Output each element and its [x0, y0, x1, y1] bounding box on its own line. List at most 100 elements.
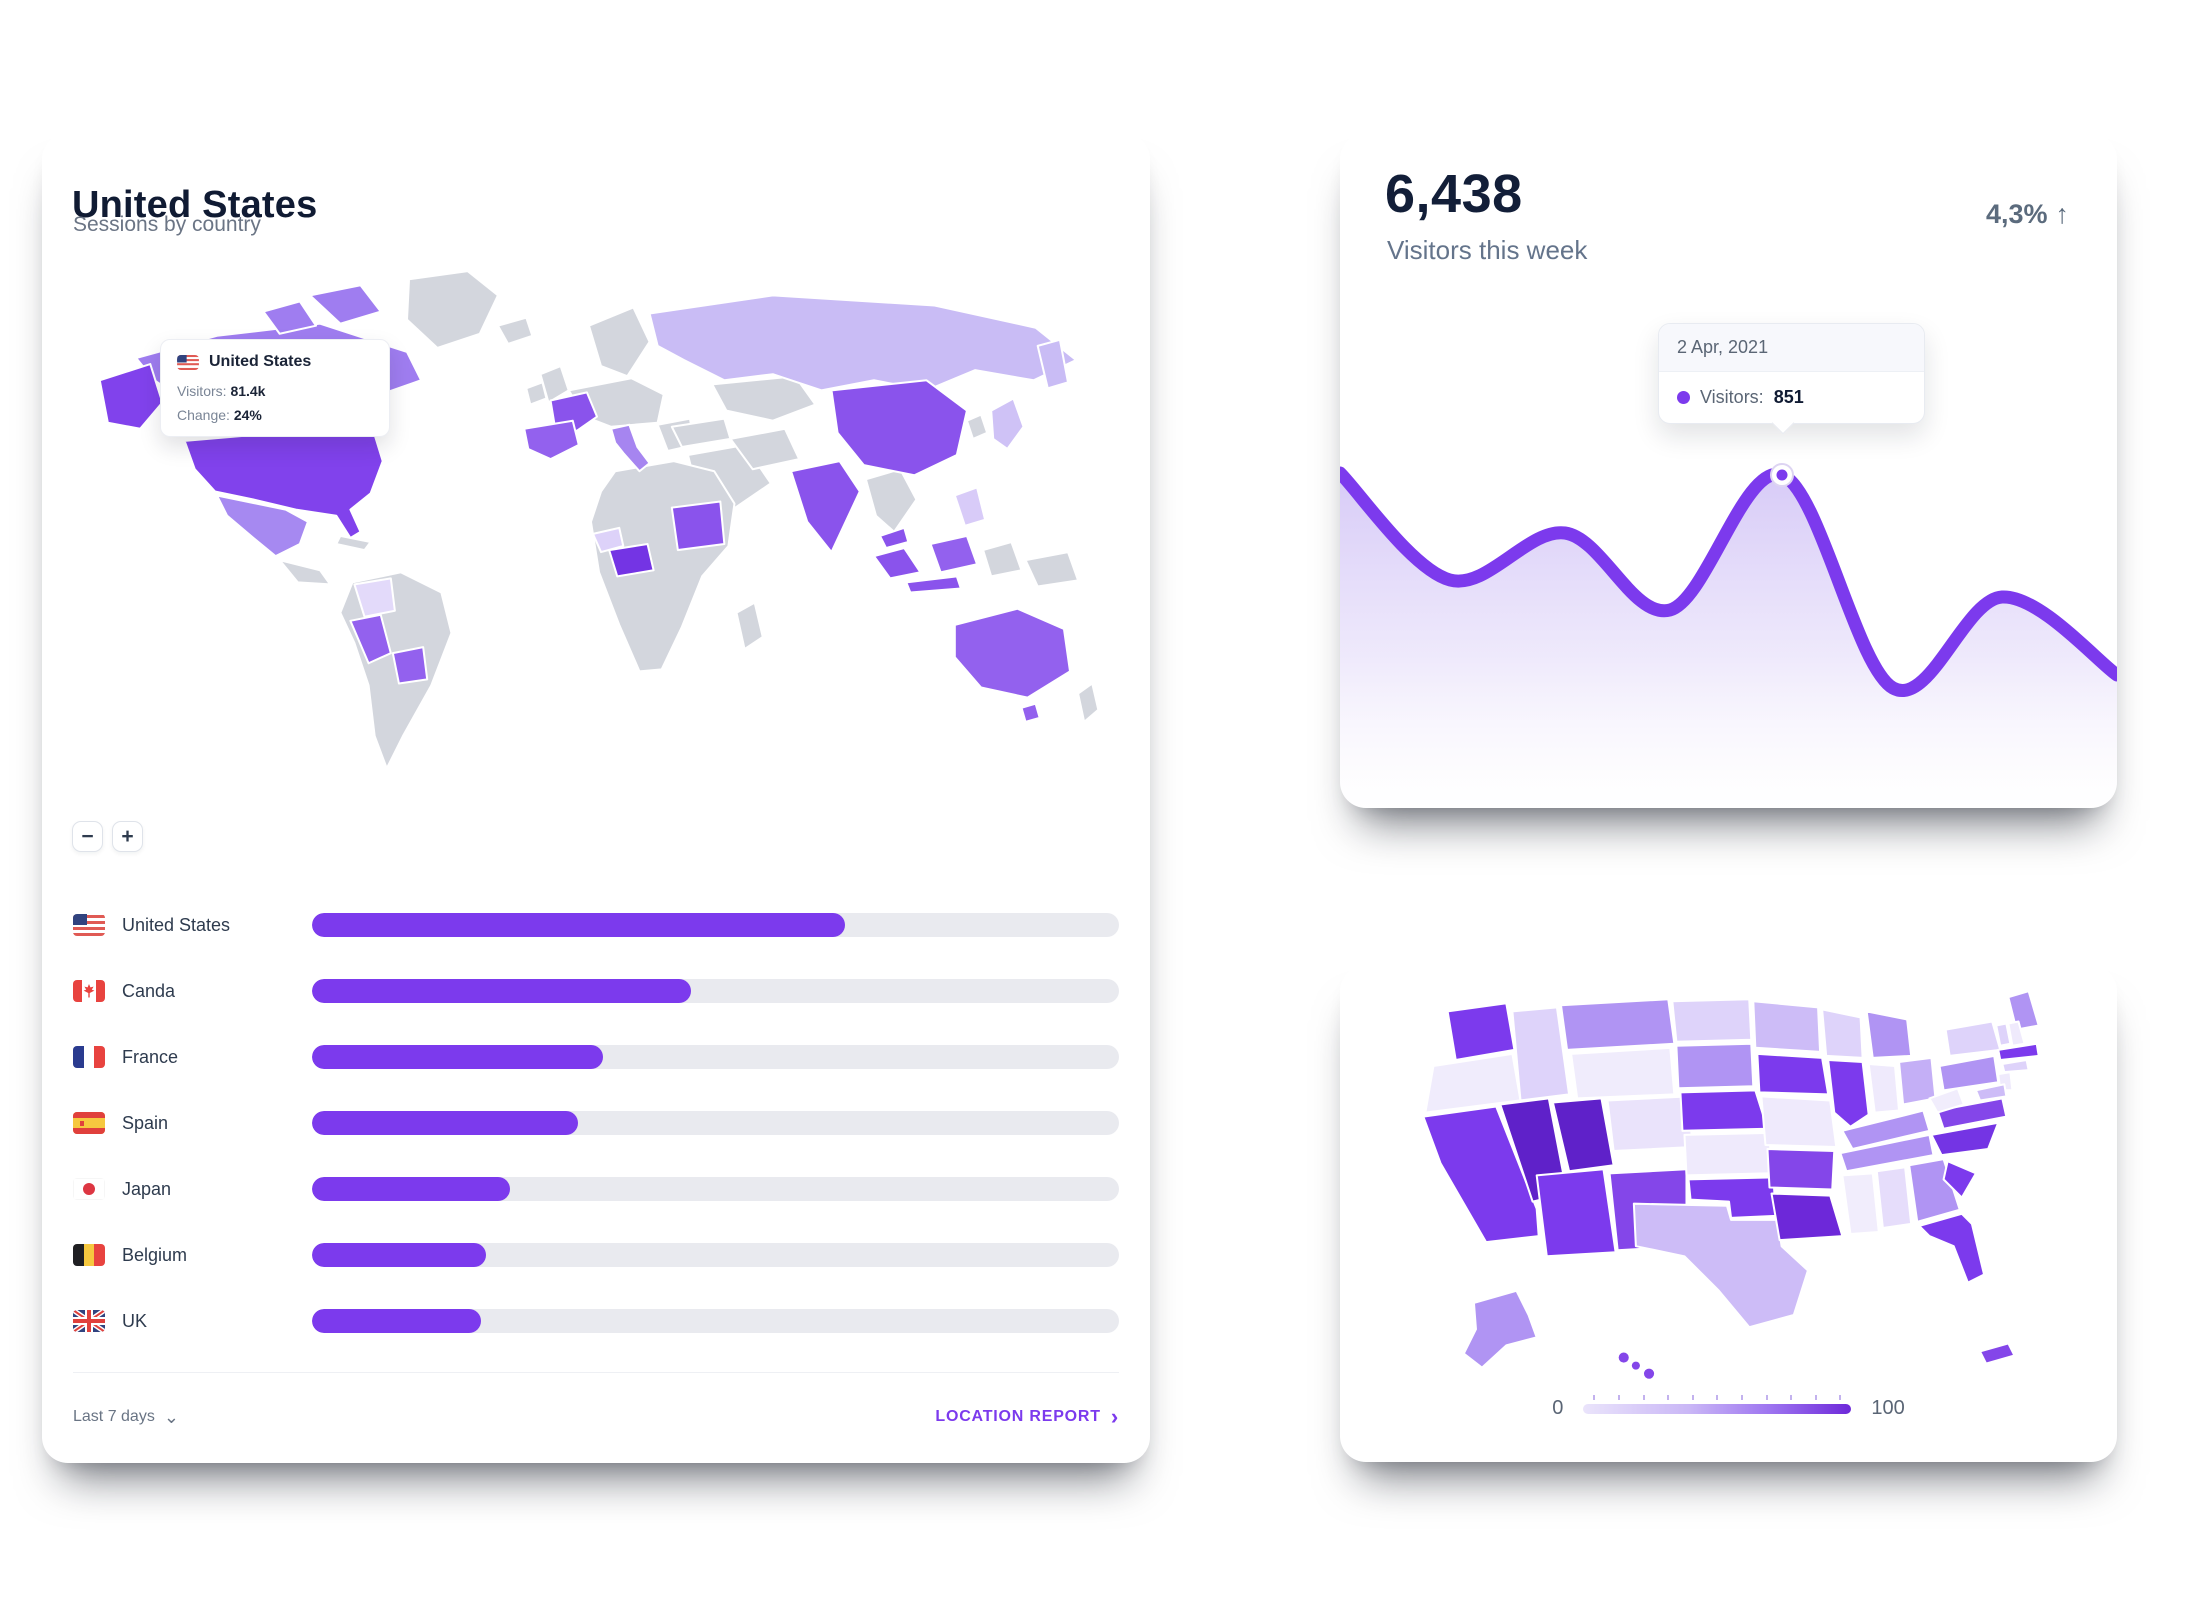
- country-row-france[interactable]: France: [73, 1024, 1119, 1090]
- state-sd[interactable]: [1675, 1042, 1755, 1090]
- state-la[interactable]: [1770, 1192, 1844, 1242]
- state-mt[interactable]: [1559, 998, 1676, 1051]
- state-ks[interactable]: [1683, 1131, 1773, 1177]
- country-italy[interactable]: [610, 423, 651, 473]
- country-row-canada[interactable]: Canda: [73, 958, 1119, 1024]
- state-mi[interactable]: [1865, 1010, 1913, 1059]
- state-mn[interactable]: [1752, 1000, 1822, 1053]
- tooltip-country: United States: [209, 353, 312, 370]
- card-title: United States: [72, 184, 318, 227]
- country-japan[interactable]: [990, 397, 1025, 451]
- state-nc[interactable]: [1930, 1121, 2000, 1157]
- state-ca[interactable]: [1422, 1105, 1540, 1244]
- country-us-alaska[interactable]: [98, 363, 164, 430]
- state-wv[interactable]: [1928, 1087, 1965, 1114]
- state-id[interactable]: [1511, 1006, 1571, 1102]
- country-label: United States: [122, 914, 231, 935]
- state-az[interactable]: [1535, 1168, 1617, 1258]
- state-tn[interactable]: [1839, 1133, 1935, 1173]
- country-peru[interactable]: [349, 613, 392, 665]
- country-colombia[interactable]: [353, 577, 396, 618]
- state-hi[interactable]: [1618, 1352, 1655, 1379]
- us-states-map[interactable]: [1384, 981, 2074, 1396]
- country-sudan[interactable]: [670, 500, 726, 552]
- state-ne[interactable]: [1679, 1089, 1769, 1132]
- state-wa[interactable]: [1446, 1002, 1516, 1061]
- state-co[interactable]: [1606, 1095, 1694, 1153]
- bar-track: [312, 1045, 1119, 1069]
- country-spain[interactable]: [523, 419, 580, 461]
- country-china[interactable]: [830, 379, 968, 477]
- state-wy[interactable]: [1570, 1046, 1676, 1100]
- chart-tooltip: 2 Apr, 2021 Visitors: 851: [1658, 323, 1925, 435]
- state-ct[interactable]: [2001, 1058, 2030, 1074]
- footer-divider: [73, 1372, 1119, 1373]
- tooltip-change: Change: 24%: [177, 407, 262, 423]
- state-mo[interactable]: [1760, 1095, 1838, 1149]
- country-france[interactable]: [549, 391, 599, 432]
- country-india[interactable]: [790, 460, 861, 554]
- country-row-united-states[interactable]: United States: [73, 892, 1119, 958]
- visitors-value: 6,438: [1385, 164, 1523, 224]
- tooltip-metric: Visitors: 851: [1659, 372, 1924, 423]
- country-row-spain[interactable]: Spain: [73, 1090, 1119, 1156]
- state-in[interactable]: [1867, 1062, 1901, 1114]
- state-me[interactable]: [2007, 990, 2040, 1031]
- map-tooltip: United States Visitors: 81.4k Change: 24…: [160, 339, 390, 437]
- tooltip-date: 2 Apr, 2021: [1659, 324, 1924, 372]
- state-sc[interactable]: [1942, 1160, 1977, 1199]
- country-united-states[interactable]: [183, 425, 384, 539]
- state-ia[interactable]: [1756, 1052, 1830, 1096]
- visitors-area-chart[interactable]: [1340, 133, 2117, 808]
- state-ky[interactable]: [1841, 1109, 1931, 1151]
- up-arrow-icon: ↑: [2055, 199, 2070, 229]
- legend-ticks: [1593, 1394, 1842, 1400]
- state-ms[interactable]: [1841, 1172, 1880, 1236]
- country-guinea[interactable]: [591, 526, 625, 554]
- state-ny[interactable]: [1944, 1020, 2002, 1057]
- country-row-uk[interactable]: UK: [73, 1288, 1119, 1354]
- country-tasmania[interactable]: [1020, 702, 1041, 723]
- country-west-africa[interactable]: [608, 542, 655, 578]
- country-bolivia[interactable]: [391, 646, 429, 685]
- state-va[interactable]: [1936, 1097, 2008, 1130]
- state-il[interactable]: [1827, 1058, 1870, 1128]
- country-label: UK: [122, 1310, 148, 1331]
- date-range-dropdown[interactable]: Last 7 days ⌄: [73, 1408, 179, 1426]
- map-zoom-in-button[interactable]: +: [112, 821, 143, 852]
- state-al[interactable]: [1875, 1166, 1913, 1229]
- state-pa[interactable]: [1938, 1054, 2000, 1092]
- country-canada-islands[interactable]: [262, 284, 382, 335]
- state-nh[interactable]: [2007, 1020, 2026, 1047]
- country-russia-east[interactable]: [1036, 338, 1070, 390]
- country-mexico[interactable]: [215, 494, 309, 558]
- state-fl[interactable]: [1918, 1212, 1986, 1284]
- series-dot-icon: [1677, 391, 1690, 404]
- country-label: Canda: [122, 980, 176, 1001]
- state-ut[interactable]: [1551, 1097, 1615, 1173]
- country-australia[interactable]: [953, 607, 1072, 699]
- country-malaysia[interactable]: [879, 526, 910, 550]
- location-report-link[interactable]: LOCATION REPORT ›: [935, 1406, 1119, 1428]
- state-md[interactable]: [1974, 1083, 2008, 1102]
- country-row-belgium[interactable]: Belgium: [73, 1222, 1119, 1288]
- country-indonesia-java[interactable]: [905, 575, 962, 594]
- state-ma[interactable]: [1997, 1042, 2040, 1061]
- bar-track: [312, 979, 1119, 1003]
- visitors-change-badge: 4,3% ↑: [1986, 199, 2069, 230]
- state-wi[interactable]: [1821, 1008, 1864, 1059]
- state-tx[interactable]: [1632, 1202, 1809, 1329]
- state-nd[interactable]: [1671, 998, 1753, 1043]
- country-indonesia-borneo[interactable]: [929, 534, 979, 574]
- chart-line: [1340, 466, 2117, 697]
- state-ar[interactable]: [1766, 1148, 1836, 1191]
- country-indonesia-sumatra[interactable]: [872, 547, 922, 580]
- country-row-japan[interactable]: Japan: [73, 1156, 1119, 1222]
- territory-pr[interactable]: [1979, 1342, 2016, 1365]
- map-zoom-out-button[interactable]: −: [72, 821, 103, 852]
- country-russia[interactable]: [648, 294, 1078, 392]
- state-vt[interactable]: [1995, 1022, 2012, 1047]
- state-ak[interactable]: [1462, 1289, 1538, 1369]
- country-philippines[interactable]: [953, 486, 987, 527]
- legend-min: 0: [1552, 1397, 1564, 1419]
